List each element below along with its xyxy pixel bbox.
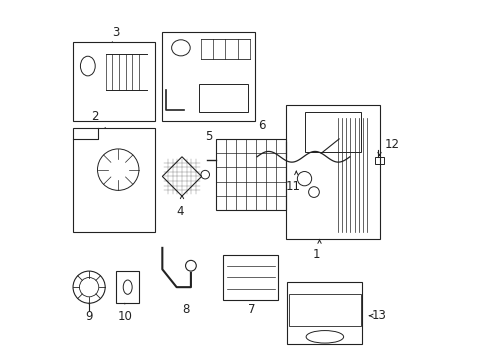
Bar xyxy=(374,157,383,164)
Bar xyxy=(288,294,360,325)
Text: 2: 2 xyxy=(91,110,98,123)
Bar xyxy=(73,128,155,232)
Text: 1: 1 xyxy=(311,248,319,261)
Text: 13: 13 xyxy=(370,309,386,322)
Bar xyxy=(162,32,255,121)
Bar xyxy=(223,255,278,300)
Bar xyxy=(304,112,361,152)
Text: 12: 12 xyxy=(384,138,399,151)
Text: 7: 7 xyxy=(247,303,255,316)
Text: 3: 3 xyxy=(112,26,120,39)
Bar xyxy=(287,282,362,344)
Bar xyxy=(216,139,285,210)
Text: 5: 5 xyxy=(204,130,212,143)
Bar xyxy=(199,84,247,112)
Text: 9: 9 xyxy=(85,310,93,323)
Text: 8: 8 xyxy=(182,303,189,316)
Text: 4: 4 xyxy=(176,205,183,218)
Bar xyxy=(73,42,155,121)
Text: 6: 6 xyxy=(258,119,265,132)
Bar xyxy=(285,105,380,239)
Bar xyxy=(116,271,139,303)
Text: 10: 10 xyxy=(117,310,132,323)
Text: 11: 11 xyxy=(285,180,300,193)
